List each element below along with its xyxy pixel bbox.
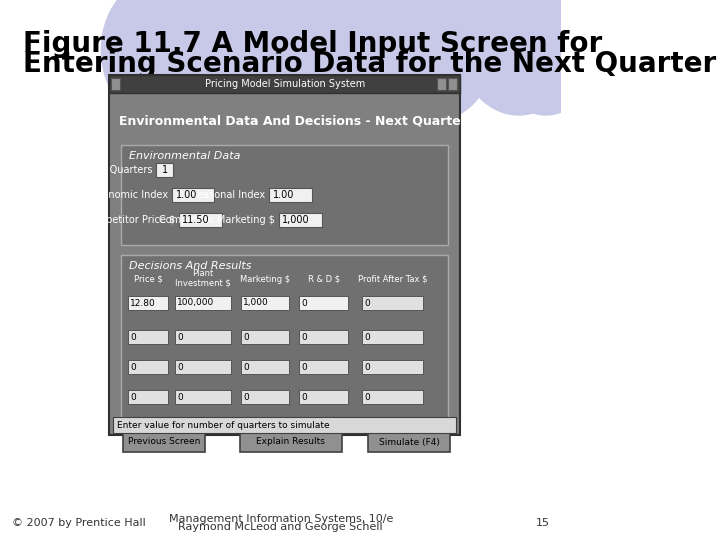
Text: Competitor Marketing $: Competitor Marketing $ — [159, 215, 275, 225]
Text: Price $: Price $ — [134, 274, 163, 284]
Bar — [300, 296, 348, 310]
Bar — [175, 390, 231, 404]
Bar — [123, 432, 205, 452]
Text: 1.00: 1.00 — [176, 190, 197, 200]
Text: 0: 0 — [177, 393, 183, 402]
Text: Decisions And Results: Decisions And Results — [129, 261, 251, 271]
Text: Seasonal Index: Seasonal Index — [191, 190, 265, 200]
Text: 12.80: 12.80 — [130, 299, 156, 307]
Bar — [362, 296, 423, 310]
Circle shape — [495, 0, 597, 115]
Text: 0: 0 — [130, 393, 136, 402]
Circle shape — [176, 0, 308, 115]
Bar — [109, 75, 460, 93]
Bar — [113, 417, 456, 433]
Bar — [437, 78, 446, 90]
Bar — [368, 432, 450, 452]
Bar — [362, 330, 423, 344]
Text: R & D $: R & D $ — [307, 274, 340, 284]
Text: Explain Results: Explain Results — [256, 437, 325, 447]
Text: Entering Scenario Data for the Next Quarter: Entering Scenario Data for the Next Quar… — [23, 50, 716, 78]
Text: Investment $: Investment $ — [175, 279, 230, 287]
Text: Competitor Price $: Competitor Price $ — [84, 215, 176, 225]
Text: 0: 0 — [177, 333, 183, 341]
Bar — [279, 213, 322, 227]
Text: 0: 0 — [302, 362, 307, 372]
Bar — [362, 390, 423, 404]
Text: Simulate (F4): Simulate (F4) — [379, 437, 439, 447]
Text: Environmental Data: Environmental Data — [129, 151, 240, 161]
Text: Management Information Systems, 10/e: Management Information Systems, 10/e — [168, 514, 393, 524]
Text: 0: 0 — [177, 362, 183, 372]
Bar — [128, 360, 168, 374]
Bar — [241, 330, 289, 344]
Text: Raymond McLeod and George Schell: Raymond McLeod and George Schell — [179, 522, 383, 532]
Bar — [241, 360, 289, 374]
Bar — [121, 145, 449, 245]
Text: 0: 0 — [243, 393, 249, 402]
Bar — [300, 360, 348, 374]
Text: # of Quarters: # of Quarters — [86, 165, 152, 175]
Text: Marketing $: Marketing $ — [240, 274, 290, 284]
Bar — [171, 188, 215, 202]
Text: Environmental Data And Decisions - Next Quarter: Environmental Data And Decisions - Next … — [119, 115, 467, 128]
Bar — [300, 330, 348, 344]
Bar — [240, 432, 341, 452]
Text: 0: 0 — [364, 393, 370, 402]
Text: Plant: Plant — [192, 269, 213, 279]
Bar — [241, 390, 289, 404]
Circle shape — [456, 0, 581, 115]
Bar — [109, 75, 460, 435]
Bar — [121, 255, 449, 430]
Bar — [448, 78, 457, 90]
Text: Previous Screen: Previous Screen — [128, 437, 200, 447]
Text: 0: 0 — [243, 333, 249, 341]
Bar — [128, 296, 168, 310]
Text: 1,000: 1,000 — [282, 215, 309, 225]
Text: 0: 0 — [302, 393, 307, 402]
Text: Profit After Tax $: Profit After Tax $ — [358, 274, 427, 284]
Bar — [179, 213, 222, 227]
Circle shape — [378, 0, 495, 120]
Text: 0: 0 — [364, 299, 370, 307]
Bar — [156, 163, 173, 177]
Text: 1: 1 — [161, 165, 168, 175]
Text: 0: 0 — [364, 362, 370, 372]
Text: Enter value for number of quarters to simulate: Enter value for number of quarters to si… — [117, 421, 330, 429]
Text: Pricing Model Simulation System: Pricing Model Simulation System — [204, 79, 365, 89]
Text: Figure 11.7 A Model Input Screen for: Figure 11.7 A Model Input Screen for — [23, 30, 603, 58]
Text: 100,000: 100,000 — [177, 299, 215, 307]
Bar — [362, 360, 423, 374]
Text: 11.50: 11.50 — [181, 215, 210, 225]
Bar — [111, 78, 120, 90]
Text: 0: 0 — [243, 362, 249, 372]
Text: 0: 0 — [130, 362, 136, 372]
Text: 0: 0 — [302, 333, 307, 341]
Circle shape — [273, 0, 397, 115]
Bar — [175, 296, 231, 310]
Circle shape — [102, 0, 210, 120]
Bar — [241, 296, 289, 310]
Text: 15: 15 — [536, 518, 550, 528]
Bar — [128, 330, 168, 344]
Text: Economic Index: Economic Index — [91, 190, 168, 200]
Bar — [175, 330, 231, 344]
Text: 1,000: 1,000 — [243, 299, 269, 307]
Text: 1.00: 1.00 — [273, 190, 294, 200]
Bar — [128, 390, 168, 404]
Text: © 2007 by Prentice Hall: © 2007 by Prentice Hall — [12, 518, 145, 528]
Bar — [269, 188, 312, 202]
Bar — [300, 390, 348, 404]
Bar — [175, 360, 231, 374]
Text: 0: 0 — [130, 333, 136, 341]
Text: 0: 0 — [364, 333, 370, 341]
Text: 0: 0 — [302, 299, 307, 307]
